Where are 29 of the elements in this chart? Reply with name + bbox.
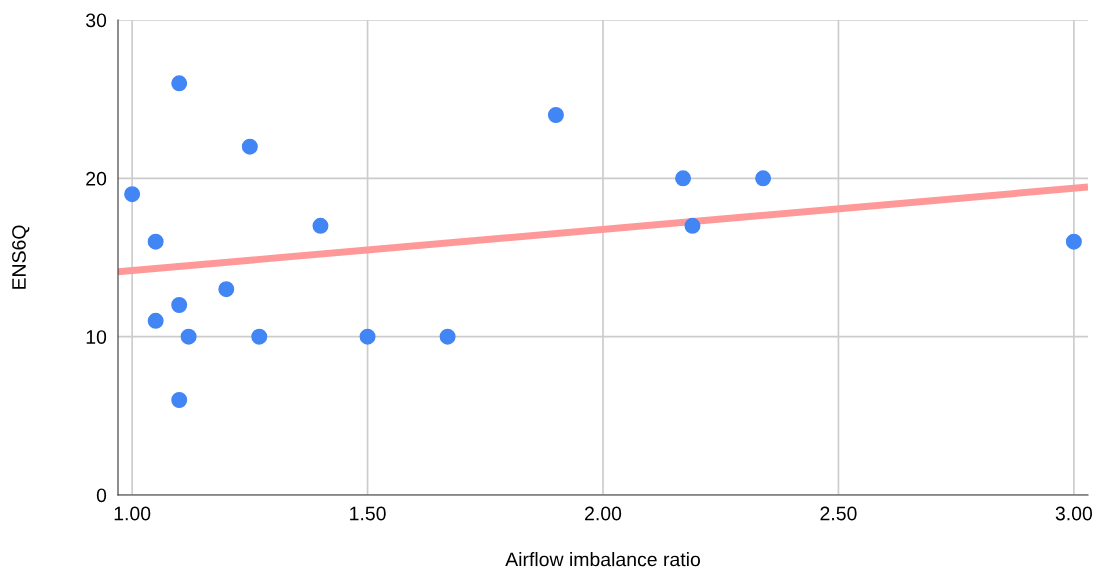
point xyxy=(439,328,456,345)
point xyxy=(180,328,197,345)
x-tick-label: 1.00 xyxy=(114,506,151,521)
point xyxy=(547,107,564,123)
x-tick-label: 3.00 xyxy=(1055,506,1093,521)
point xyxy=(755,170,772,187)
point xyxy=(675,170,692,187)
point xyxy=(1065,233,1082,250)
point xyxy=(684,217,701,234)
point xyxy=(171,297,188,313)
x-axis-title: Airflow imbalance ratio xyxy=(505,552,700,567)
y-tick-label: 20 xyxy=(86,171,107,186)
y-axis-title: ENS6Q xyxy=(12,225,30,289)
x-tick-label: 2.50 xyxy=(820,506,857,521)
x-tick-label: 1.50 xyxy=(350,506,386,521)
y-tick-label: 30 xyxy=(86,13,107,28)
point xyxy=(124,186,141,203)
point xyxy=(171,75,188,92)
x-tick-label: 2.00 xyxy=(585,506,622,521)
point xyxy=(241,138,258,155)
y-tick-label: 10 xyxy=(86,330,107,344)
point xyxy=(312,217,329,234)
point xyxy=(147,233,164,250)
point xyxy=(218,281,235,298)
y-tick-label: 0 xyxy=(96,488,107,503)
point xyxy=(171,392,188,408)
point xyxy=(147,312,164,329)
point xyxy=(251,328,268,345)
point xyxy=(359,328,376,345)
